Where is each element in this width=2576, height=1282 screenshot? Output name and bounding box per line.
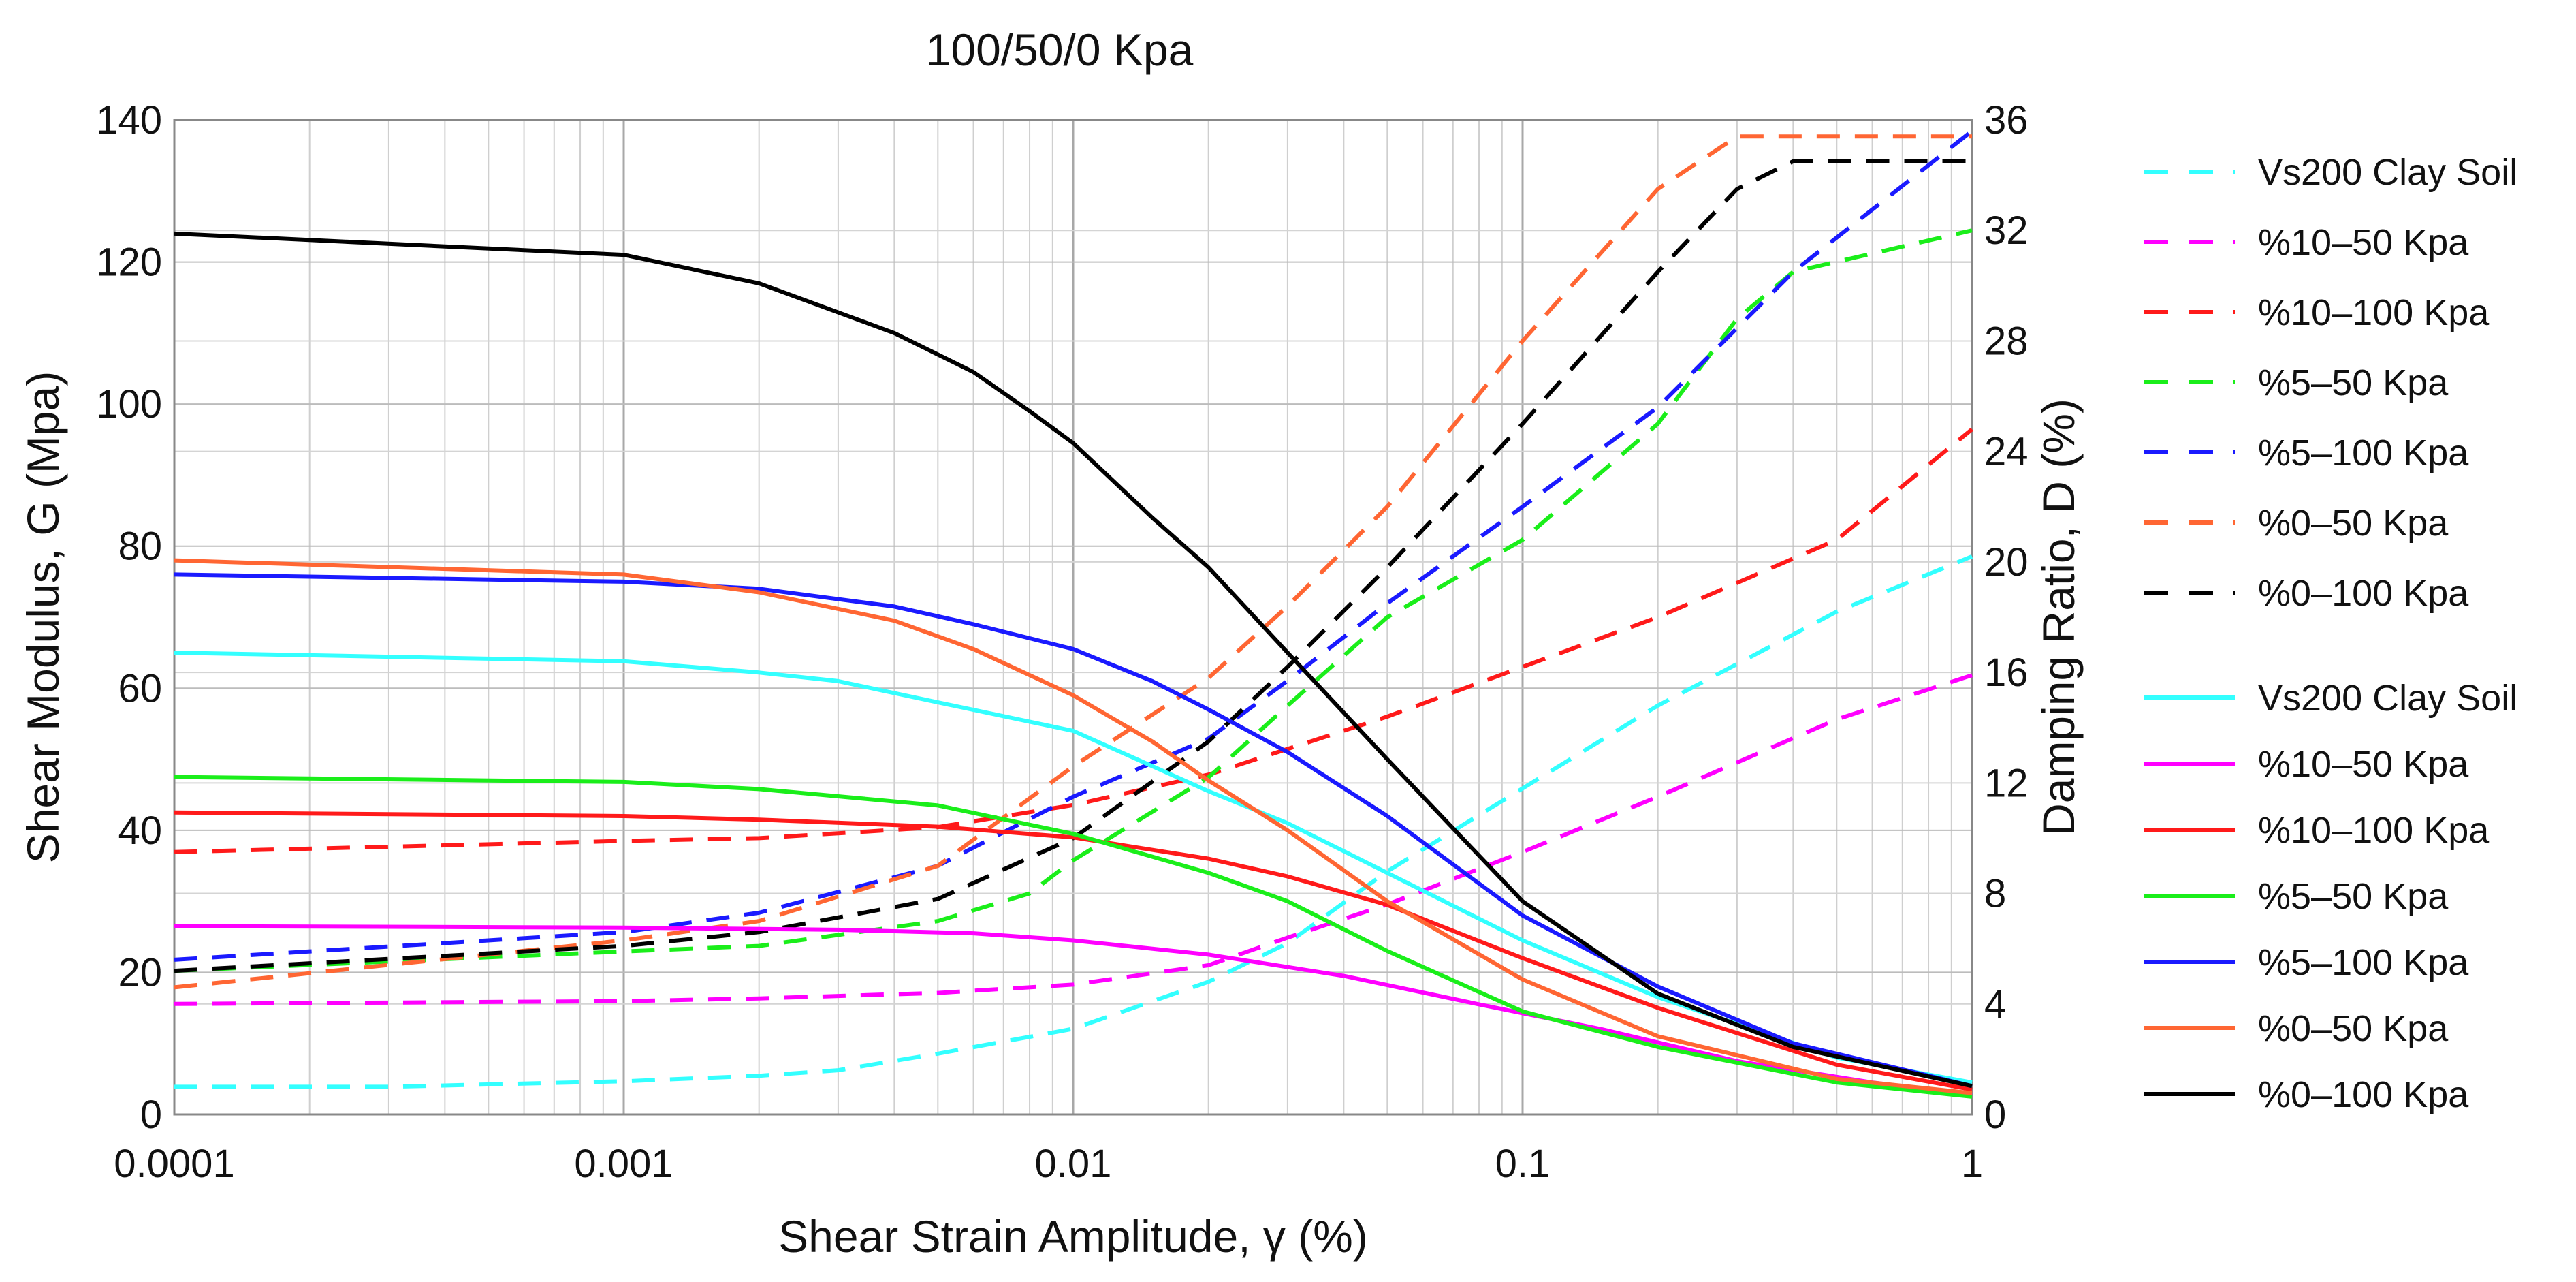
y2-tick-label: 16 xyxy=(1984,651,2029,695)
x-tick-label: 0.001 xyxy=(574,1142,673,1186)
tick-labels: 0.0001 0.001 0.01 0.1 1020406080100120140048… xyxy=(96,98,2028,1186)
y-tick-label: 0 xyxy=(140,1093,162,1137)
legend-label-modulus: %0–100 Kpa xyxy=(2258,1074,2469,1115)
y2-tick-label: 12 xyxy=(1984,761,2029,805)
legend-label-damping: %0–100 Kpa xyxy=(2258,573,2469,614)
y-tick-label: 100 xyxy=(96,382,162,426)
y2-tick-label: 28 xyxy=(1984,319,2029,363)
x-tick-label: 0.01 xyxy=(1035,1142,1112,1186)
x-tick-label: 1 xyxy=(1961,1142,1983,1186)
modulus-line-10-100-kpa xyxy=(174,810,1973,1092)
y2-tick-label: 36 xyxy=(1984,98,2029,142)
modulus-line-0-50-kpa xyxy=(174,558,1973,1095)
legend-label-damping: %5–100 Kpa xyxy=(2258,433,2469,473)
legend-label-damping: %10–100 Kpa xyxy=(2258,292,2490,333)
y2-tick-label: 0 xyxy=(1984,1093,2006,1137)
y-tick-label: 120 xyxy=(96,240,162,285)
damping-line-5-50-kpa xyxy=(174,228,1973,973)
legend-label-modulus: %5–50 Kpa xyxy=(2258,876,2449,917)
y-tick-label: 20 xyxy=(118,950,162,995)
y2-tick-label: 20 xyxy=(1984,540,2029,584)
chart-title: 100/50/0 Kpa xyxy=(926,25,1194,75)
damping-line-vs200-clay-soil xyxy=(174,554,1973,1089)
modulus-line-10-50-kpa xyxy=(174,924,1973,1097)
damping-line-0-100-kpa xyxy=(174,159,1972,973)
legend-label-damping: Vs200 Clay Soil xyxy=(2258,152,2517,193)
modulus-line-5-50-kpa xyxy=(174,775,1973,1099)
legend-label-damping: %5–50 Kpa xyxy=(2258,362,2449,403)
legend-label-damping: %10–50 Kpa xyxy=(2258,222,2469,263)
legend-label-modulus: %10–50 Kpa xyxy=(2258,744,2469,785)
modulus-line-5-100-kpa xyxy=(174,572,1973,1089)
legend-label-damping: %0–50 Kpa xyxy=(2258,503,2449,544)
plot-frame xyxy=(173,119,1973,1116)
x-axis-title: Shear Strain Amplitude, γ (%) xyxy=(778,1211,1368,1262)
modulus-line-0-100-kpa xyxy=(174,231,1973,1089)
x-tick-label: 0.0001 xyxy=(114,1142,234,1186)
y-tick-label: 140 xyxy=(96,98,162,142)
y2-axis-title: Damping Ratio, D (%) xyxy=(2033,398,2084,836)
legend-label-modulus: %5–100 Kpa xyxy=(2258,942,2469,983)
y2-tick-label: 24 xyxy=(1984,430,2029,474)
y-tick-label: 40 xyxy=(118,809,162,853)
legend-label-modulus: %10–100 Kpa xyxy=(2258,810,2490,851)
x-tick-label: 0.1 xyxy=(1495,1142,1551,1186)
modulus-line-vs200-clay-soil xyxy=(174,651,1973,1085)
damping-line-10-50-kpa xyxy=(174,673,1973,1006)
y2-tick-label: 8 xyxy=(1984,872,2006,916)
series xyxy=(174,129,1973,1099)
legend-label-modulus: Vs200 Clay Soil xyxy=(2258,678,2517,719)
y-tick-label: 60 xyxy=(118,666,162,710)
y2-tick-label: 4 xyxy=(1984,982,2006,1027)
y2-tick-label: 32 xyxy=(1984,208,2029,253)
damping-line-5-100-kpa xyxy=(174,129,1973,962)
damping-line-0-50-kpa xyxy=(174,134,1972,990)
legend: Vs200 Clay Soil %10–50 Kpa %10–100 Kpa %5–5… xyxy=(2144,152,2517,1115)
y-axis-title: Shear Modulus, G (Mpa) xyxy=(18,371,68,864)
legend-label-modulus: %0–50 Kpa xyxy=(2258,1008,2449,1049)
y-tick-label: 80 xyxy=(118,525,162,569)
